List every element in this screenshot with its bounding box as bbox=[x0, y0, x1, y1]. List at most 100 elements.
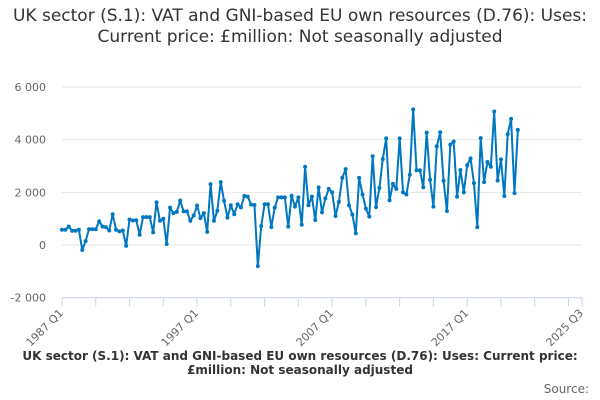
data-point bbox=[515, 127, 520, 132]
data-point bbox=[394, 186, 399, 191]
data-point bbox=[333, 214, 338, 219]
data-point bbox=[438, 130, 443, 135]
data-point bbox=[168, 205, 173, 210]
data-point bbox=[127, 217, 132, 222]
data-point bbox=[455, 194, 460, 199]
data-point bbox=[336, 199, 341, 204]
data-point bbox=[424, 130, 429, 135]
data-point bbox=[421, 185, 426, 190]
data-point bbox=[134, 218, 139, 223]
data-point bbox=[269, 225, 274, 230]
data-point bbox=[296, 195, 301, 200]
x-tick-label: 1987 Q1 bbox=[24, 307, 67, 350]
data-point bbox=[357, 175, 362, 180]
data-point bbox=[184, 209, 189, 214]
data-point bbox=[198, 216, 203, 221]
data-point bbox=[228, 203, 233, 208]
data-point bbox=[309, 194, 314, 199]
data-point bbox=[316, 185, 321, 190]
data-point bbox=[93, 227, 98, 232]
data-point bbox=[97, 219, 102, 224]
data-point bbox=[195, 203, 200, 208]
data-point bbox=[259, 224, 264, 229]
data-point bbox=[66, 224, 71, 229]
data-point bbox=[191, 213, 196, 218]
data-point bbox=[377, 185, 382, 190]
data-point bbox=[137, 232, 142, 237]
data-point bbox=[238, 205, 243, 210]
data-point bbox=[363, 206, 368, 211]
data-point bbox=[431, 204, 436, 209]
data-point bbox=[174, 209, 179, 214]
data-point bbox=[468, 156, 473, 161]
data-point bbox=[265, 202, 270, 207]
data-point bbox=[347, 203, 352, 208]
legend-item[interactable]: UK sector (S.1): VAT and GNI-based EU ow… bbox=[22, 349, 578, 377]
data-point bbox=[306, 203, 311, 208]
x-tick-label: 1997 Q1 bbox=[159, 307, 202, 350]
y-tick-label: 6 000 bbox=[15, 81, 47, 94]
data-point bbox=[509, 116, 514, 121]
data-point bbox=[485, 160, 490, 165]
data-point bbox=[171, 211, 176, 216]
x-tick-label: 2025 Q3 bbox=[544, 307, 587, 350]
data-point bbox=[374, 205, 379, 210]
data-point bbox=[441, 178, 446, 183]
y-tick-label: 2 000 bbox=[15, 186, 47, 199]
data-point bbox=[289, 193, 294, 198]
data-point bbox=[343, 167, 348, 172]
data-point bbox=[428, 177, 433, 182]
source-label: Source: bbox=[543, 382, 589, 396]
data-point bbox=[107, 228, 112, 233]
data-point bbox=[380, 157, 385, 162]
data-point bbox=[252, 202, 257, 207]
data-point bbox=[178, 198, 183, 203]
data-point bbox=[434, 144, 439, 149]
data-point bbox=[181, 209, 186, 214]
data-point bbox=[353, 231, 358, 236]
data-point bbox=[80, 248, 85, 253]
data-point bbox=[417, 168, 422, 173]
x-tick-label: 2017 Q1 bbox=[429, 307, 472, 350]
data-point bbox=[276, 195, 281, 200]
data-point bbox=[323, 196, 328, 201]
data-point bbox=[114, 227, 119, 232]
data-point bbox=[303, 164, 308, 169]
data-point bbox=[151, 230, 156, 235]
data-point bbox=[147, 215, 152, 220]
data-point bbox=[164, 241, 169, 246]
data-point bbox=[340, 175, 345, 180]
y-tick-label: -2 000 bbox=[11, 292, 46, 305]
data-point bbox=[330, 190, 335, 195]
data-point bbox=[161, 216, 166, 221]
data-point bbox=[144, 215, 149, 220]
data-point bbox=[505, 132, 510, 137]
data-point bbox=[492, 109, 497, 114]
data-point bbox=[390, 181, 395, 186]
x-tick-label: 2007 Q1 bbox=[294, 307, 337, 350]
data-point bbox=[124, 243, 129, 248]
data-point bbox=[404, 192, 409, 197]
data-point bbox=[255, 264, 260, 269]
data-point bbox=[100, 224, 105, 229]
data-point bbox=[320, 210, 324, 215]
y-tick-label: 4 000 bbox=[15, 134, 47, 147]
data-point bbox=[90, 227, 95, 232]
data-point bbox=[299, 222, 304, 227]
data-point bbox=[225, 215, 230, 220]
data-point bbox=[370, 154, 375, 159]
data-point bbox=[70, 228, 75, 233]
data-point bbox=[63, 227, 68, 232]
data-point bbox=[414, 168, 419, 173]
data-point bbox=[397, 136, 402, 141]
data-point bbox=[326, 186, 331, 191]
data-point bbox=[215, 208, 220, 213]
data-point bbox=[350, 212, 355, 217]
data-point bbox=[73, 228, 78, 233]
data-point bbox=[411, 107, 416, 112]
data-point bbox=[282, 195, 287, 200]
data-point bbox=[279, 195, 284, 200]
data-point bbox=[208, 182, 213, 187]
data-point bbox=[87, 227, 92, 232]
